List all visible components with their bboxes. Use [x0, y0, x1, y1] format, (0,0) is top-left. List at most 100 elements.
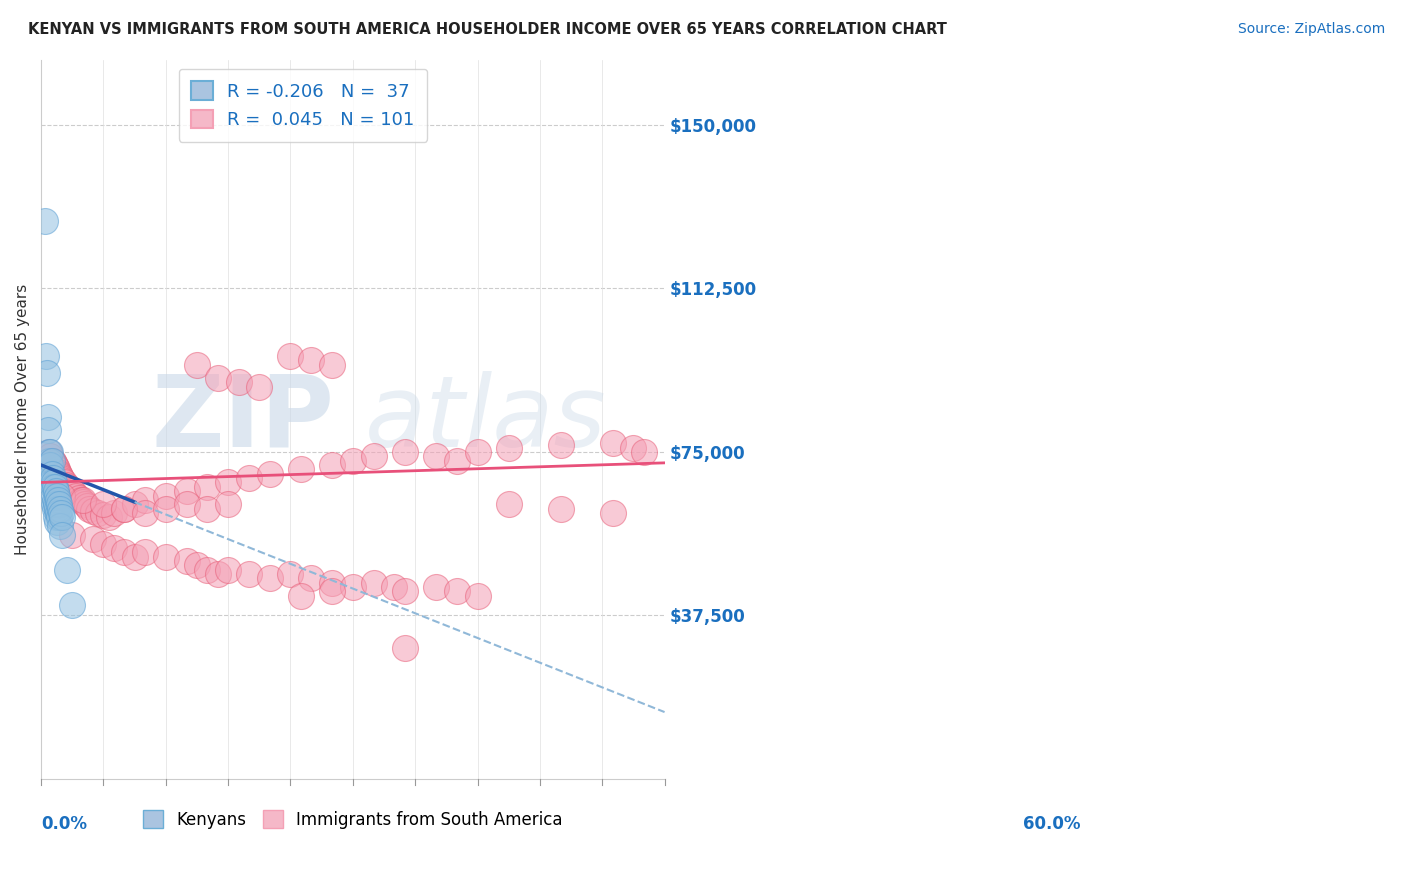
Point [394, 584, 416, 599]
Point [498, 497, 520, 511]
Point [186, 558, 208, 573]
Point [48, 467, 70, 481]
Point [207, 567, 229, 582]
Point [124, 549, 146, 564]
Point [46, 465, 69, 479]
Point [41, 480, 63, 494]
Point [155, 501, 177, 516]
Point [82, 532, 104, 546]
Point [394, 641, 416, 656]
Text: Source: ZipAtlas.com: Source: ZipAtlas.com [1237, 22, 1385, 37]
Point [259, 467, 281, 481]
Point [321, 358, 343, 372]
Point [602, 436, 624, 450]
Point [112, 501, 135, 516]
Point [56, 563, 79, 577]
Point [42, 497, 65, 511]
Point [280, 349, 302, 363]
Point [425, 450, 447, 464]
Point [93, 536, 115, 550]
Point [550, 501, 572, 516]
Point [38, 445, 60, 459]
Point [45, 501, 67, 516]
Point [103, 506, 125, 520]
Y-axis label: Householder Income Over 65 years: Householder Income Over 65 years [15, 284, 30, 555]
Point [176, 484, 198, 499]
Text: 0.0%: 0.0% [41, 815, 87, 833]
Point [44, 501, 66, 516]
Point [55, 477, 77, 491]
Point [63, 486, 86, 500]
Point [259, 571, 281, 585]
Point [112, 501, 135, 516]
Point [41, 453, 63, 467]
Point [41, 475, 63, 490]
Point [38, 445, 60, 459]
Point [44, 480, 66, 494]
Point [59, 482, 82, 496]
Point [621, 441, 644, 455]
Point [73, 497, 96, 511]
Point [45, 489, 67, 503]
Point [425, 580, 447, 594]
Point [207, 371, 229, 385]
Point [72, 495, 94, 509]
Point [363, 575, 385, 590]
Point [195, 480, 218, 494]
Point [45, 510, 67, 524]
Point [87, 506, 110, 520]
Point [384, 580, 406, 594]
Point [46, 492, 69, 507]
Point [42, 489, 65, 503]
Point [176, 497, 198, 511]
Point [93, 508, 115, 523]
Point [42, 475, 65, 490]
Point [112, 545, 135, 559]
Point [38, 453, 60, 467]
Point [52, 475, 75, 490]
Point [76, 500, 98, 514]
Point [45, 460, 67, 475]
Point [238, 567, 260, 582]
Point [39, 445, 62, 459]
Point [49, 501, 72, 516]
Point [45, 497, 67, 511]
Legend: Kenyans, Immigrants from South America: Kenyans, Immigrants from South America [136, 804, 569, 835]
Point [186, 358, 208, 372]
Point [97, 510, 120, 524]
Point [56, 480, 79, 494]
Point [39, 450, 62, 464]
Point [44, 458, 66, 472]
Point [633, 445, 655, 459]
Point [77, 501, 100, 516]
Point [103, 541, 125, 555]
Point [82, 504, 104, 518]
Point [49, 469, 72, 483]
Point [35, 349, 58, 363]
Point [44, 492, 66, 507]
Point [60, 528, 83, 542]
Point [134, 492, 156, 507]
Point [45, 462, 67, 476]
Point [155, 489, 177, 503]
Point [46, 506, 69, 520]
Point [134, 506, 156, 520]
Point [48, 510, 70, 524]
Point [69, 492, 91, 507]
Point [363, 450, 385, 464]
Point [41, 471, 63, 485]
Point [155, 549, 177, 564]
Point [51, 473, 73, 487]
Point [93, 497, 115, 511]
Point [217, 497, 239, 511]
Point [124, 497, 146, 511]
Point [299, 571, 322, 585]
Point [228, 375, 250, 389]
Point [49, 506, 72, 520]
Point [48, 497, 70, 511]
Point [51, 489, 73, 503]
Point [446, 453, 468, 467]
Point [321, 575, 343, 590]
Point [34, 214, 56, 228]
Point [37, 423, 59, 437]
